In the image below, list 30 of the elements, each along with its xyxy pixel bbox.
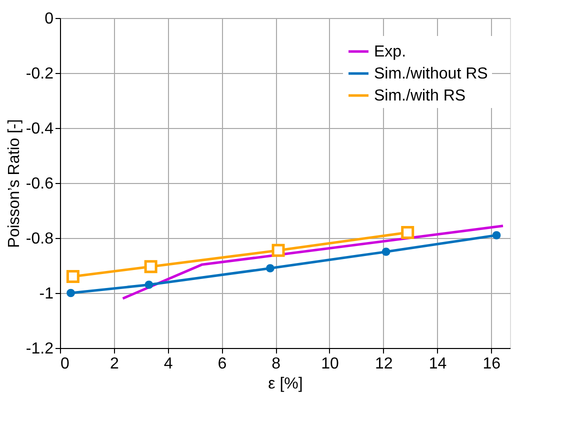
y-tick-label: -1 (39, 286, 54, 302)
x-tick-label: 8 (272, 356, 281, 372)
point (66, 288, 75, 298)
point (401, 226, 414, 239)
point (492, 231, 501, 240)
x-tick-label: 14 (428, 356, 447, 372)
y-tick-label: -0.6 (26, 176, 54, 192)
x-tick-label: 16 (482, 356, 501, 372)
legend-label: Sim./without RS (374, 66, 488, 82)
point (272, 244, 285, 257)
legend-label: Sim./with RS (374, 88, 466, 104)
point (144, 260, 158, 274)
point (382, 248, 390, 256)
point (144, 280, 154, 289)
legend-label: Exp. (374, 44, 406, 60)
x-tick-label: 12 (374, 356, 393, 372)
x-tick-label: 6 (218, 356, 227, 372)
y-axis-title: Poisson’s Ratio [-] (6, 119, 23, 248)
x-tick-label: 2 (110, 356, 119, 372)
y-tick-label: -0.4 (26, 120, 54, 138)
point (66, 270, 80, 283)
y-tick-label: -1.2 (26, 340, 54, 358)
y-tick-label: 0 (44, 10, 54, 28)
point (266, 264, 274, 272)
x-axis-title: ε [%] (268, 376, 303, 392)
x-tick-label: 4 (164, 356, 173, 372)
y-tick-label: -0.2 (26, 66, 54, 82)
x-tick-label: 0 (60, 356, 70, 372)
y-tick-label: -0.8 (26, 230, 54, 248)
x-tick-label: 10 (321, 356, 339, 372)
